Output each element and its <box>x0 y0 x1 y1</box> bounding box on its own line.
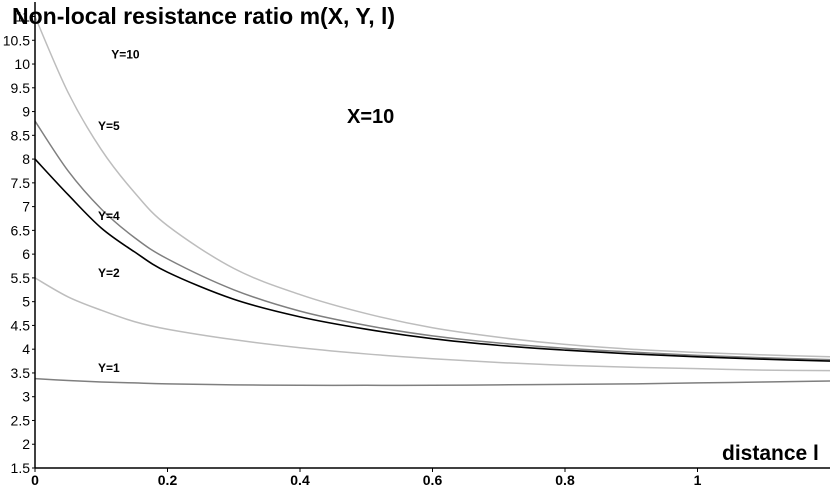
series-line-y5 <box>34 120 830 361</box>
y-tick-label: 9 <box>22 104 30 120</box>
y-tick-label: 3.5 <box>11 365 31 381</box>
y-tick-label: 5.5 <box>11 270 31 286</box>
x-tick-label: 0.2 <box>158 472 178 488</box>
y-tick-label: 11 <box>15 9 30 25</box>
series-label-y4: Y=4 <box>98 209 120 223</box>
series-label-y2: Y=2 <box>98 266 120 280</box>
ticks-layer: 1.522.533.544.555.566.577.588.599.51010.… <box>3 9 702 488</box>
labels-layer: Y=10 Y=5 Y=4 Y=2 Y=1 <box>98 48 140 376</box>
series-label-y10: Y=10 <box>111 48 140 62</box>
y-tick-label: 2 <box>22 436 30 452</box>
y-tick-label: 10.5 <box>3 32 30 48</box>
chart-title: Non-local resistance ratio m(X, Y, l) <box>12 3 395 29</box>
y-tick-label: 4 <box>22 341 30 357</box>
x-tick-label: 0.6 <box>423 472 443 488</box>
y-tick-label: 8.5 <box>11 127 31 143</box>
y-tick-label: 2.5 <box>11 412 31 428</box>
series-line-y10 <box>34 16 830 358</box>
y-tick-label: 6 <box>22 246 30 262</box>
y-tick-label: 1.5 <box>11 460 31 476</box>
x-tick-label: 1 <box>694 472 702 488</box>
y-tick-label: 5 <box>22 294 30 310</box>
chart-annotation: X=10 <box>347 106 394 128</box>
y-tick-label: 9.5 <box>11 80 31 96</box>
series-label-y1: Y=1 <box>98 361 120 375</box>
series-line-y2 <box>34 277 830 372</box>
series-label-y5: Y=5 <box>98 119 120 133</box>
x-tick-label: 0.8 <box>555 472 575 488</box>
series-line-y1 <box>34 377 830 387</box>
y-tick-label: 6.5 <box>11 222 31 238</box>
y-tick-label: 3 <box>22 389 30 405</box>
y-tick-label: 7 <box>22 199 30 215</box>
y-tick-label: 7.5 <box>11 175 31 191</box>
axes-layer <box>34 2 830 469</box>
x-tick-label: 0.4 <box>290 472 310 488</box>
series-layer <box>34 16 830 387</box>
x-axis-label: distance l <box>722 442 819 465</box>
y-tick-label: 8 <box>22 151 30 167</box>
x-tick-label: 0 <box>31 472 39 488</box>
y-tick-label: 10 <box>14 56 30 72</box>
y-tick-label: 4.5 <box>11 317 31 333</box>
series-line-y4 <box>34 158 830 362</box>
